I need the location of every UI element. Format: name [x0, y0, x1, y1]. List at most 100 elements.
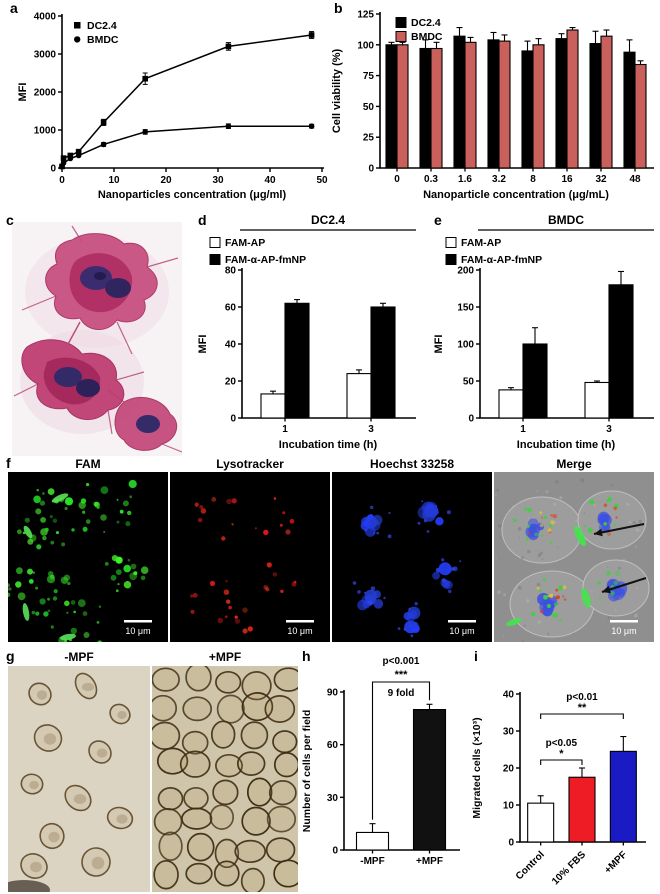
svg-text:3: 3 [606, 424, 612, 435]
svg-text:30: 30 [327, 793, 339, 804]
svg-text:BMDC: BMDC [411, 31, 443, 43]
svg-text:3: 3 [368, 424, 374, 435]
svg-text:MFI: MFI [433, 335, 445, 354]
svg-text:Cell viability (%): Cell viability (%) [331, 48, 343, 133]
panel-label-c: c [6, 212, 14, 228]
panel-label-g: g [6, 648, 15, 664]
panel-label-h: h [302, 648, 311, 664]
svg-text:60: 60 [225, 303, 237, 314]
svg-text:10% FBS: 10% FBS [550, 849, 588, 887]
svg-text:*: * [559, 748, 564, 760]
svg-text:Migrated cells (×10³): Migrated cells (×10³) [471, 717, 483, 818]
svg-text:4000: 4000 [34, 12, 57, 23]
svg-text:Nanoparticles concentration (μ: Nanoparticles concentration (μg/ml) [98, 189, 287, 201]
svg-text:40: 40 [225, 340, 237, 351]
svg-text:0: 0 [508, 838, 514, 849]
svg-text:MFI: MFI [17, 83, 29, 102]
panel-b-bar-chart: 0 25 50 75 100 125 0 0.3 1.6 3.2 8 16 32 48 Nanopartic… [331, 10, 654, 201]
svg-text:0: 0 [332, 846, 338, 857]
svg-text:60: 60 [327, 740, 339, 751]
svg-text:1.6: 1.6 [458, 174, 472, 185]
panel-f-column-labels: FAM Lysotracker Hoechst 33258 Merge [8, 457, 654, 471]
svg-text:30: 30 [503, 727, 515, 738]
hoechst-fluorescence-image: 10 μm [332, 472, 492, 642]
svg-text:10 μm: 10 μm [449, 626, 474, 636]
svg-text:40: 40 [264, 175, 276, 186]
svg-text:MFI: MFI [197, 335, 209, 354]
svg-text:125: 125 [357, 10, 374, 21]
panel-label-a: a [10, 0, 18, 16]
svg-text:-MPF: -MPF [360, 856, 384, 867]
svg-text:3000: 3000 [34, 50, 57, 61]
svg-text:9 fold: 9 fold [388, 688, 415, 699]
svg-text:0.3: 0.3 [424, 174, 438, 185]
svg-text:DC2.4: DC2.4 [311, 213, 345, 227]
svg-text:25: 25 [363, 133, 375, 144]
svg-text:0: 0 [230, 414, 236, 425]
svg-text:p<0.01: p<0.01 [566, 692, 598, 703]
panel-label-d: d [198, 212, 207, 228]
panel-f-image-row: 10 μm 10 μm 10 μm 10 μm [8, 472, 654, 642]
svg-text:20: 20 [225, 377, 237, 388]
svg-text:8: 8 [530, 174, 536, 185]
svg-text:BMDC: BMDC [87, 34, 119, 46]
svg-text:20: 20 [160, 175, 172, 186]
svg-text:0: 0 [394, 174, 400, 185]
panel-c-giemsa-micrograph [12, 222, 182, 456]
svg-text:10: 10 [503, 801, 515, 812]
svg-text:Nanoparticle concentration (μg: Nanoparticle concentration (μg/mL) [423, 189, 609, 201]
svg-text:3.2: 3.2 [492, 174, 506, 185]
panel-a-line-chart: 0 1000 2000 3000 4000 0 10 20 30 40 50 DC2.4 BMDC Nan… [17, 12, 328, 202]
svg-text:0: 0 [50, 164, 56, 175]
svg-text:50: 50 [363, 102, 375, 113]
svg-text:75: 75 [363, 71, 375, 82]
merge-overlay-image: 10 μm [494, 472, 654, 642]
panel-label-b: b [334, 0, 343, 16]
svg-text:p<0.05: p<0.05 [546, 738, 578, 749]
svg-text:16: 16 [561, 174, 573, 185]
panel-e-bar-chart: 0 50 100 150 200 1 3 Incubation time (h) MFI BMDC… [433, 213, 654, 451]
panel-g-label-plus-mpf: +MPF [208, 650, 242, 664]
svg-text:DC2.4: DC2.4 [87, 20, 117, 32]
panel-f-column-label-fam: FAM [75, 457, 101, 471]
svg-text:BMDC: BMDC [548, 213, 584, 227]
svg-text:**: ** [578, 702, 587, 714]
svg-text:10 μm: 10 μm [287, 626, 312, 636]
svg-text:Control: Control [514, 849, 547, 882]
plus-mpf-brightfield-image [152, 666, 298, 892]
svg-text:FAM-AP: FAM-AP [225, 237, 265, 249]
svg-text:FAM-α-AP-fmNP: FAM-α-AP-fmNP [225, 254, 306, 266]
svg-text:10: 10 [108, 175, 120, 186]
svg-text:50: 50 [316, 175, 328, 186]
svg-text:100: 100 [457, 340, 474, 351]
svg-text:FAM-AP: FAM-AP [461, 237, 501, 249]
svg-text:30: 30 [212, 175, 224, 186]
svg-text:32: 32 [595, 174, 607, 185]
svg-text:+MPF: +MPF [603, 849, 630, 876]
svg-text:10 μm: 10 μm [611, 626, 636, 636]
svg-text:FAM-α-AP-fmNP: FAM-α-AP-fmNP [461, 254, 542, 266]
svg-text:40: 40 [503, 690, 515, 701]
svg-text:DC2.4: DC2.4 [411, 17, 441, 29]
svg-text:10 μm: 10 μm [125, 626, 150, 636]
panel-label-e: e [434, 212, 442, 228]
svg-text:Number of cells per field: Number of cells per field [301, 710, 313, 833]
panel-i-bar-chart: 0 10 20 30 40 Control 10% FBS +MPF Migrated cell… [471, 690, 646, 887]
panel-label-f: f [6, 455, 11, 471]
panel-h-bar-chart: 0 30 60 90 -MPF +MPF Number of cells per field… [301, 656, 460, 867]
panel-f-column-label-lysotracker: Lysotracker [216, 457, 284, 471]
svg-text:0: 0 [368, 164, 374, 175]
lysotracker-fluorescence-image: 10 μm [170, 472, 330, 642]
svg-text:1000: 1000 [34, 126, 57, 137]
svg-text:100: 100 [357, 40, 374, 51]
svg-text:90: 90 [327, 688, 339, 699]
svg-text:Incubation time (h): Incubation time (h) [517, 439, 616, 451]
svg-text:***: *** [395, 669, 409, 681]
svg-text:1: 1 [282, 424, 288, 435]
panel-d-bar-chart: 0 20 40 60 80 1 3 Incubation time (h) MFI DC2.4 FA… [197, 213, 416, 451]
svg-text:20: 20 [503, 764, 515, 775]
svg-text:1: 1 [520, 424, 526, 435]
svg-text:2000: 2000 [34, 88, 57, 99]
svg-text:0: 0 [59, 175, 65, 186]
